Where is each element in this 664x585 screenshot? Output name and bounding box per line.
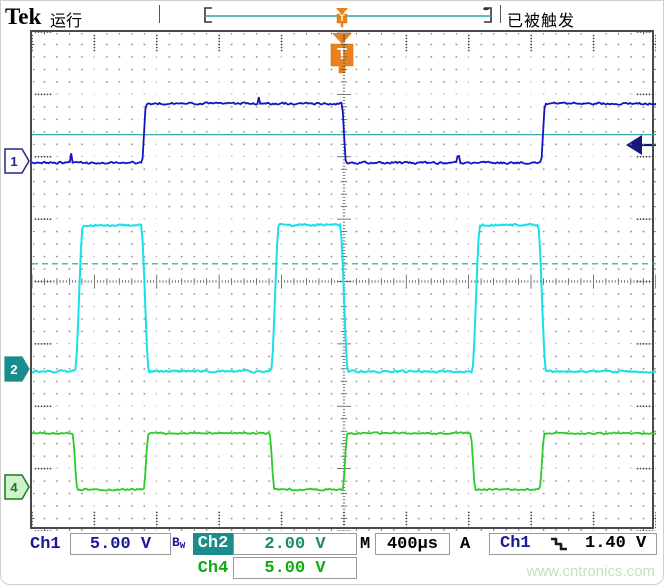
svg-text:1: 1 [10, 154, 17, 169]
svg-text:2: 2 [10, 362, 17, 377]
svg-text:4: 4 [10, 480, 18, 495]
svg-text:T: T [339, 13, 345, 23]
